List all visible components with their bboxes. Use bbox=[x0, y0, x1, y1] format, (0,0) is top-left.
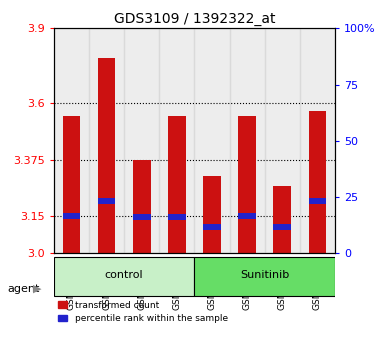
Bar bbox=[54, 28, 89, 253]
Bar bbox=[300, 28, 335, 253]
Bar bbox=[273, 186, 291, 253]
Text: agent: agent bbox=[8, 284, 40, 293]
Bar bbox=[238, 116, 256, 253]
Title: GDS3109 / 1392322_at: GDS3109 / 1392322_at bbox=[114, 12, 275, 26]
Text: ▶: ▶ bbox=[33, 284, 41, 293]
Bar bbox=[273, 224, 291, 230]
Bar bbox=[203, 176, 221, 253]
Bar bbox=[238, 213, 256, 219]
Bar bbox=[63, 213, 80, 219]
Bar bbox=[89, 28, 124, 253]
Bar bbox=[98, 58, 116, 253]
Bar bbox=[63, 116, 80, 253]
Bar bbox=[194, 28, 229, 253]
Bar bbox=[54, 257, 194, 296]
Bar bbox=[309, 111, 326, 253]
Text: control: control bbox=[105, 270, 144, 280]
Legend: transformed count, percentile rank within the sample: transformed count, percentile rank withi… bbox=[59, 301, 228, 323]
Bar bbox=[309, 198, 326, 204]
Bar bbox=[159, 28, 194, 253]
Bar bbox=[133, 215, 151, 220]
Bar bbox=[168, 116, 186, 253]
Bar bbox=[203, 224, 221, 230]
Bar bbox=[264, 28, 300, 253]
Bar bbox=[194, 257, 335, 296]
Bar bbox=[229, 28, 265, 253]
Bar bbox=[168, 215, 186, 220]
Bar bbox=[133, 160, 151, 253]
Text: Sunitinib: Sunitinib bbox=[240, 270, 289, 280]
Bar bbox=[98, 198, 116, 204]
Bar bbox=[124, 28, 159, 253]
